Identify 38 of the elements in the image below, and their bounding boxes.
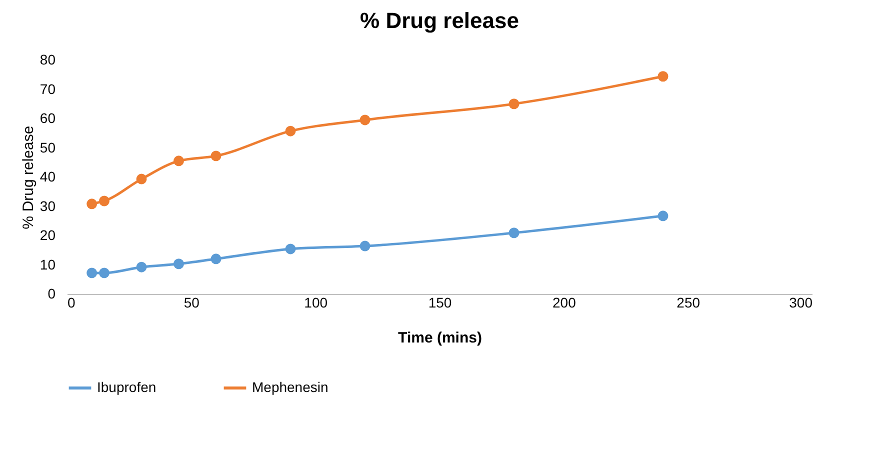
- point: [658, 210, 668, 222]
- point: [360, 240, 370, 252]
- x-tick-label: 100: [304, 294, 328, 310]
- x-tick-label: 50: [184, 294, 200, 310]
- point: [174, 156, 184, 166]
- point: [210, 150, 222, 162]
- y-tick-label: 60: [40, 110, 56, 126]
- x-tick-label: 150: [428, 294, 452, 310]
- y-tick-label: 20: [40, 227, 56, 243]
- point: [99, 196, 110, 206]
- x-tick-label: 300: [789, 294, 813, 310]
- x-axis-title: Time (mins): [398, 330, 482, 346]
- x-tick-label: 250: [676, 294, 700, 310]
- point: [136, 262, 147, 272]
- y-tick-label: 50: [40, 139, 56, 156]
- y-tick-label: 10: [40, 256, 56, 272]
- point: [285, 126, 296, 136]
- legend-label: Mephenesin: [252, 379, 328, 395]
- point: [360, 114, 370, 126]
- point: [210, 254, 222, 264]
- y-tick-label: 40: [40, 168, 56, 184]
- point: [658, 71, 668, 82]
- point: [86, 268, 98, 278]
- point: [86, 198, 98, 210]
- point: [508, 228, 520, 238]
- y-tick-label: 80: [40, 52, 56, 68]
- point: [285, 244, 296, 254]
- point: [99, 268, 110, 278]
- y-tick-label: 30: [40, 198, 56, 214]
- point: [508, 98, 520, 110]
- x-tick-label: 0: [68, 294, 76, 310]
- point: [136, 174, 147, 184]
- y-axis-title: % Drug release: [20, 126, 37, 230]
- chart-title: % Drug release: [360, 8, 519, 33]
- legend-label: Ibuprofen: [97, 379, 156, 395]
- x-tick-label: 200: [552, 294, 576, 310]
- y-tick-label: 70: [40, 80, 56, 97]
- point: [174, 258, 184, 270]
